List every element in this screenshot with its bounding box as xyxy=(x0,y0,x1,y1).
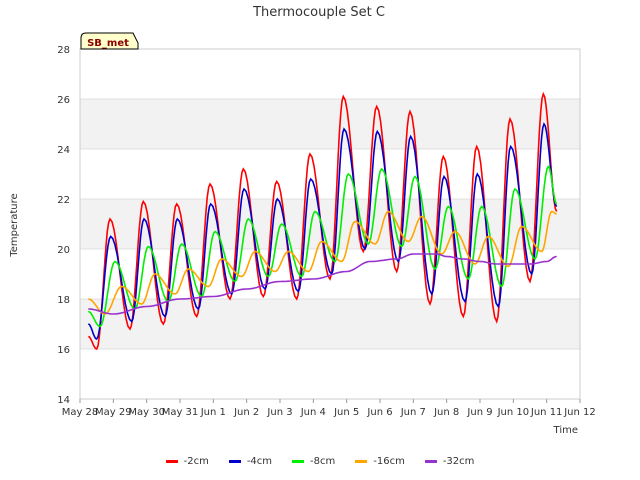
y-axis-ticks: 14 16 18 20 22 24 26 28 xyxy=(57,45,70,406)
x-tick-label: May 28 xyxy=(62,407,99,418)
grid-band xyxy=(80,49,580,99)
legend-swatch xyxy=(424,459,437,463)
legend-swatch xyxy=(165,459,178,463)
x-tick-label: Jun 8 xyxy=(433,407,459,418)
annotation-text: SB_met xyxy=(87,38,129,49)
x-tick-label: Jun 1 xyxy=(200,407,226,418)
legend-label: -4cm xyxy=(246,455,273,467)
x-tick-label: Jun 3 xyxy=(266,407,292,418)
legend-item: -16cm xyxy=(355,452,405,470)
legend: -2cm -4cm -8cm -16cm -32cm xyxy=(0,452,640,470)
x-tick-label: Jun 6 xyxy=(366,407,392,418)
legend-label: -2cm xyxy=(183,455,209,467)
plot-frame xyxy=(79,48,581,400)
legend-label: -32cm xyxy=(442,455,475,467)
legend-swatch xyxy=(292,459,305,463)
plot-background-bands xyxy=(80,49,580,400)
legend-swatch xyxy=(228,459,241,463)
y-tick-label: 26 xyxy=(57,95,70,106)
legend-item: -4cm xyxy=(228,452,273,470)
legend-item: -2cm xyxy=(165,452,209,470)
x-tick-label: May 29 xyxy=(95,407,132,418)
chart-title: Thermocouple Set C xyxy=(252,5,385,20)
series-line-neg32cm xyxy=(88,253,557,315)
x-axis-label: Time xyxy=(553,425,578,436)
x-tick-label: Jun 12 xyxy=(563,407,596,418)
grid-band xyxy=(80,149,580,199)
grid-band xyxy=(80,299,580,349)
y-tick-label: 20 xyxy=(57,245,70,256)
y-tick-label: 16 xyxy=(57,345,70,356)
y-tick-label: 22 xyxy=(57,195,70,206)
legend-item: -32cm xyxy=(424,452,475,470)
grid-band xyxy=(80,349,580,399)
x-tick-label: Jun 4 xyxy=(300,407,326,418)
x-tick-label: Jun 5 xyxy=(333,407,359,418)
x-tick-label: Jun 10 xyxy=(497,407,530,418)
grid-band xyxy=(80,199,580,249)
series-lines xyxy=(87,91,558,350)
x-tick-label: Jun 7 xyxy=(400,407,426,418)
legend-label: -16cm xyxy=(373,455,405,467)
y-tick-label: 24 xyxy=(57,145,70,156)
y-axis-label: Temperature xyxy=(9,193,20,257)
legend-label: -8cm xyxy=(310,455,336,467)
annotation-badge: SB_met xyxy=(80,32,139,50)
series-line-neg16cm xyxy=(88,210,557,315)
series-line-neg8cm xyxy=(88,165,558,328)
y-tick-label: 14 xyxy=(57,395,70,406)
grid-band xyxy=(80,99,580,149)
x-tick-label: May 31 xyxy=(162,407,199,418)
x-tick-label: Jun 11 xyxy=(530,407,563,418)
x-tick-label: Jun 2 xyxy=(233,407,259,418)
x-tick-label: Jun 9 xyxy=(466,407,492,418)
x-tick-label: May 30 xyxy=(128,407,165,418)
y-tick-label: 28 xyxy=(57,45,70,56)
legend-swatch xyxy=(355,459,368,463)
legend-item: -8cm xyxy=(292,452,335,470)
y-tick-label: 18 xyxy=(57,295,70,306)
series-line-neg4cm xyxy=(87,122,558,341)
